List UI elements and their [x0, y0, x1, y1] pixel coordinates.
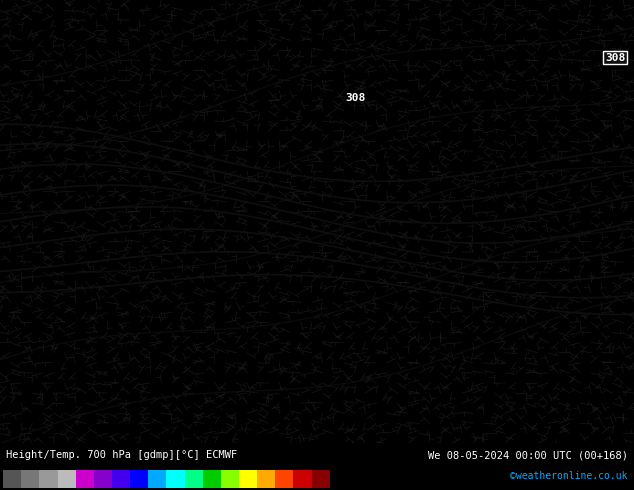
- FancyBboxPatch shape: [75, 470, 94, 488]
- FancyBboxPatch shape: [184, 470, 203, 488]
- Text: 308: 308: [345, 93, 365, 102]
- FancyBboxPatch shape: [166, 470, 184, 488]
- Text: Height/Temp. 700 hPa [gdmp][°C] ECMWF: Height/Temp. 700 hPa [gdmp][°C] ECMWF: [6, 450, 238, 461]
- Text: We 08-05-2024 00:00 UTC (00+168): We 08-05-2024 00:00 UTC (00+168): [428, 450, 628, 461]
- FancyBboxPatch shape: [311, 470, 330, 488]
- FancyBboxPatch shape: [275, 470, 294, 488]
- FancyBboxPatch shape: [112, 470, 130, 488]
- Text: ©weatheronline.co.uk: ©weatheronline.co.uk: [510, 471, 628, 481]
- FancyBboxPatch shape: [130, 470, 148, 488]
- FancyBboxPatch shape: [39, 470, 58, 488]
- Text: 308: 308: [605, 52, 625, 63]
- FancyBboxPatch shape: [257, 470, 275, 488]
- FancyBboxPatch shape: [221, 470, 239, 488]
- FancyBboxPatch shape: [294, 470, 311, 488]
- FancyBboxPatch shape: [58, 470, 75, 488]
- FancyBboxPatch shape: [203, 470, 221, 488]
- FancyBboxPatch shape: [3, 470, 22, 488]
- FancyBboxPatch shape: [148, 470, 166, 488]
- FancyBboxPatch shape: [94, 470, 112, 488]
- FancyBboxPatch shape: [22, 470, 39, 488]
- FancyBboxPatch shape: [239, 470, 257, 488]
